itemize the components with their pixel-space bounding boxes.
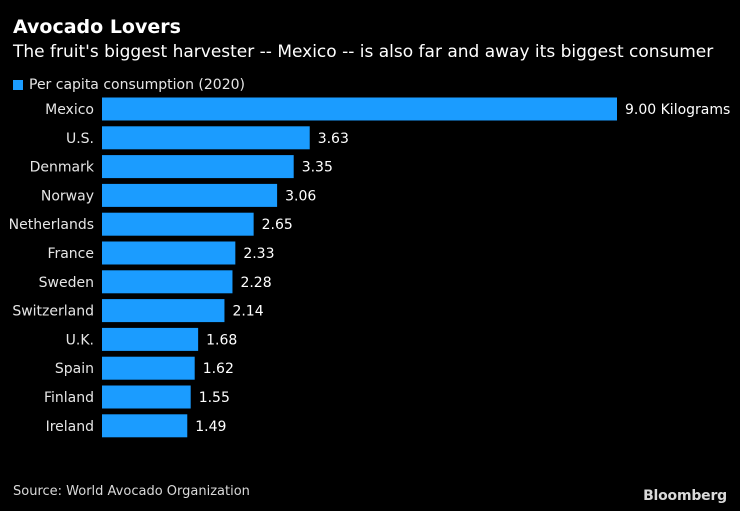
legend-label: Per capita consumption (2020) — [29, 77, 245, 93]
bar — [102, 155, 294, 179]
value-label: 2.65 — [262, 217, 293, 233]
category-label: Netherlands — [9, 217, 94, 233]
bar — [102, 299, 225, 323]
category-label: U.K. — [66, 332, 94, 348]
category-label: Sweden — [39, 275, 94, 291]
bar — [102, 327, 199, 351]
bloomberg-logo: Bloomberg — [643, 488, 727, 504]
bar — [102, 270, 233, 294]
source-note: Source: World Avocado Organization — [13, 484, 250, 499]
value-label: 2.14 — [232, 304, 263, 320]
bar — [102, 97, 617, 121]
bar — [102, 385, 191, 409]
value-label: 3.63 — [318, 131, 349, 147]
bar — [102, 414, 188, 438]
bar — [102, 183, 278, 207]
value-label: 2.33 — [243, 246, 274, 262]
category-label: Mexico — [45, 102, 94, 118]
value-label: 9.00 Kilograms — [625, 102, 730, 118]
bar-chart: Mexico 9.00 Kilograms U.S. 3.63 Denmark 3.35 N… — [9, 97, 730, 438]
chart-title: Avocado Lovers — [13, 16, 181, 38]
category-label: U.S. — [66, 131, 94, 147]
category-label: Finland — [44, 390, 94, 406]
chart-legend: Per capita consumption (2020) — [13, 76, 245, 94]
value-label: 1.62 — [203, 361, 234, 377]
value-label: 3.35 — [302, 160, 333, 176]
legend-swatch — [13, 80, 23, 90]
chart-subtitle: The fruit's biggest harvester -- Mexico … — [13, 42, 714, 62]
bar — [102, 241, 236, 265]
category-label: France — [47, 246, 94, 262]
category-label: Norway — [41, 188, 94, 204]
category-label: Spain — [55, 361, 94, 377]
value-label: 3.06 — [285, 188, 316, 204]
bar — [102, 126, 310, 150]
category-label: Denmark — [30, 160, 95, 176]
bar — [102, 212, 254, 236]
value-label: 1.68 — [206, 332, 237, 348]
category-label: Ireland — [46, 419, 94, 435]
value-label: 1.55 — [199, 390, 230, 406]
category-label: Switzerland — [12, 304, 94, 320]
value-label: 1.49 — [195, 419, 226, 435]
value-label: 2.28 — [240, 275, 271, 291]
bar — [102, 356, 195, 380]
